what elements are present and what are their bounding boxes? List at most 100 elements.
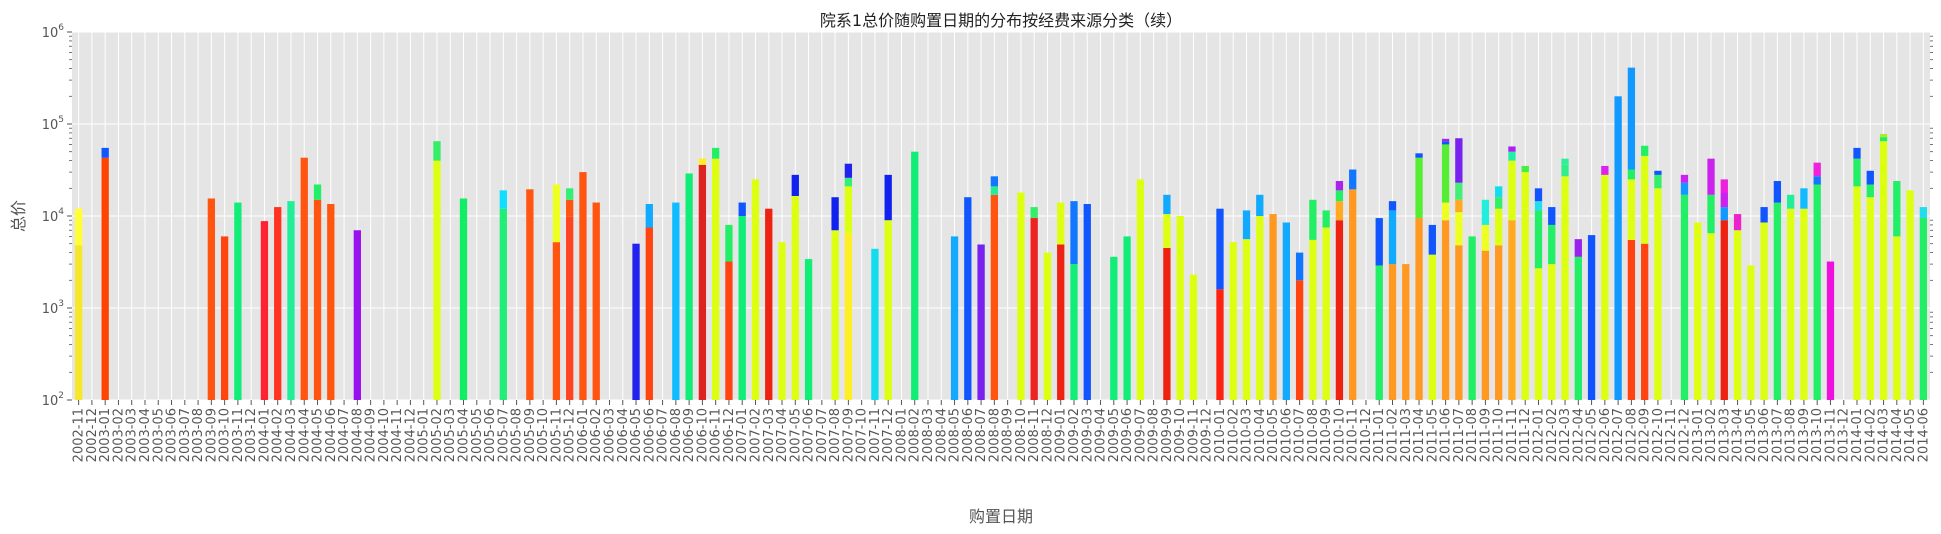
- bar-segment: [1627, 197, 1636, 240]
- bar-segment: [260, 221, 269, 400]
- x-tick-label: 2012-06: [1598, 408, 1613, 462]
- bar-segment: [1561, 164, 1569, 177]
- x-tick-label: 2010-02: [1226, 408, 1241, 462]
- bar-segment: [1866, 197, 1874, 400]
- x-tick-label: 2008-01: [894, 408, 909, 462]
- x-tick-label: 2014-06: [1916, 408, 1931, 462]
- bar-segment: [1760, 222, 1768, 400]
- bar-segment: [220, 236, 229, 400]
- x-tick-label: 2005-10: [536, 408, 551, 462]
- x-tick-label: 2003-03: [125, 408, 140, 462]
- bar-segment: [74, 208, 83, 246]
- bar-segment: [1601, 165, 1609, 175]
- x-tick-label: 2008-03: [921, 408, 936, 462]
- x-tick-label: 2008-02: [908, 408, 923, 462]
- bar-segment: [1481, 250, 1490, 400]
- bar-segment: [1388, 210, 1397, 265]
- x-tick-label: 2005-04: [457, 408, 472, 462]
- bar-segment: [1216, 208, 1224, 290]
- bar-segment: [101, 147, 109, 158]
- x-tick-label: 2008-07: [974, 408, 989, 462]
- bar-segment: [1481, 199, 1490, 225]
- x-tick-label: 2009-04: [1094, 408, 1109, 462]
- bar-segment: [990, 194, 999, 400]
- x-tick-label: 2011-09: [1478, 408, 1493, 462]
- bar-segment: [1919, 207, 1928, 219]
- bar-segment: [1295, 280, 1304, 400]
- bar-segment: [1256, 216, 1264, 400]
- bar-segment: [990, 176, 999, 187]
- x-tick-label: 2007-01: [735, 408, 750, 462]
- bar-segment: [1627, 67, 1636, 170]
- x-tick-label: 2007-07: [815, 408, 830, 462]
- x-tick-label: 2011-12: [1518, 408, 1533, 462]
- bar-segment: [459, 198, 468, 400]
- bar-segment: [871, 248, 879, 400]
- x-tick-label: 2011-03: [1399, 408, 1414, 462]
- bar-segment: [1548, 224, 1556, 265]
- bar-segment: [1866, 170, 1874, 185]
- bar-segment: [1508, 220, 1516, 400]
- bar-segment: [1441, 141, 1450, 145]
- x-tick-label: 2012-11: [1664, 408, 1679, 462]
- bar-segment: [831, 197, 839, 231]
- bar-segment: [1627, 239, 1636, 400]
- bar-segment: [300, 157, 308, 400]
- bar-segment: [1853, 158, 1861, 187]
- bar-segment: [1043, 252, 1052, 400]
- bar-segment: [884, 174, 892, 221]
- x-tick-label: 2007-05: [788, 408, 803, 462]
- x-tick-label: 2008-09: [1001, 408, 1016, 462]
- x-tick-label: 2010-10: [1332, 408, 1347, 462]
- bar-segment: [1521, 208, 1529, 400]
- x-tick-label: 2006-06: [642, 408, 657, 462]
- x-tick-label: 2006-08: [669, 408, 684, 462]
- x-tick-label: 2014-03: [1877, 408, 1892, 462]
- y-tick-label: 106: [42, 23, 65, 41]
- x-tick-label: 2003-05: [151, 408, 166, 462]
- x-tick-label: 2003-08: [191, 408, 206, 462]
- bar-segment: [1627, 169, 1636, 180]
- x-tick-label: 2009-07: [1133, 408, 1148, 462]
- x-tick-label: 2009-12: [1200, 408, 1215, 462]
- x-tick-label: 2009-02: [1067, 408, 1082, 462]
- bar-segment: [1415, 153, 1423, 158]
- x-axis-label: 购置日期: [969, 507, 1033, 526]
- x-tick-label: 2007-04: [775, 408, 790, 462]
- bar-segment: [1813, 176, 1821, 185]
- bar-segment: [1415, 218, 1423, 400]
- x-tick-label: 2006-02: [589, 408, 604, 462]
- x-tick-label: 2014-05: [1903, 408, 1918, 462]
- x-tick-label: 2013-04: [1731, 408, 1746, 462]
- x-tick-label: 2013-10: [1810, 408, 1825, 462]
- bar-segment: [1879, 133, 1888, 138]
- bar-segment: [1441, 202, 1450, 221]
- x-tick-label: 2012-03: [1558, 408, 1573, 462]
- bar-segment: [566, 216, 574, 400]
- bar-segment: [685, 173, 693, 400]
- bar-segment: [1773, 181, 1782, 203]
- bar-segment: [831, 230, 839, 400]
- bar-segment: [1853, 186, 1861, 400]
- x-tick-label: 2009-11: [1186, 408, 1201, 462]
- bar-segment: [499, 208, 507, 400]
- bar-segment: [1906, 190, 1914, 400]
- bar-segment: [1747, 265, 1755, 400]
- bar-segment: [977, 244, 985, 400]
- bar-segment: [990, 186, 999, 195]
- bar-segment: [1587, 235, 1596, 400]
- bar-segment: [791, 195, 799, 400]
- x-tick-label: 2003-12: [244, 408, 259, 462]
- bar-segment: [1269, 214, 1277, 400]
- x-tick-label: 2010-11: [1346, 408, 1361, 462]
- bar-segment: [1335, 201, 1344, 221]
- x-tick-label: 2011-04: [1412, 408, 1427, 462]
- bar-segment: [207, 198, 215, 400]
- x-tick-label: 2010-03: [1240, 408, 1255, 462]
- bar-segment: [1760, 207, 1768, 223]
- x-tick-label: 2013-01: [1691, 408, 1706, 462]
- bar-segment: [1534, 201, 1543, 211]
- x-tick-label: 2008-06: [961, 408, 976, 462]
- bar-segment: [1455, 182, 1463, 200]
- x-tick-label: 2007-06: [802, 408, 817, 462]
